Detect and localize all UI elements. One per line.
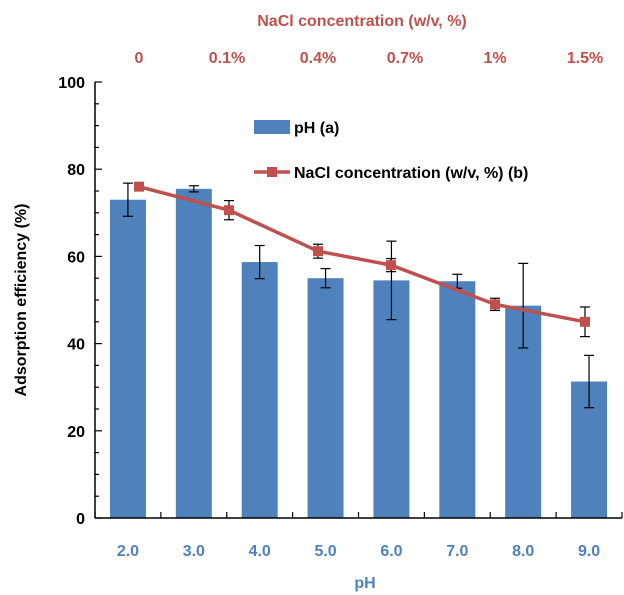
top-x-axis-title: NaCl concentration (w/v, %) <box>257 13 467 30</box>
line-point-marker <box>490 299 500 310</box>
y-tick-label: 40 <box>67 337 85 354</box>
x-tick-label: 7.0 <box>446 543 468 560</box>
x-tick-label: 5.0 <box>314 543 336 560</box>
bar <box>307 278 344 518</box>
bar <box>439 281 476 518</box>
bar <box>175 188 212 518</box>
x-axis-title: pH <box>354 575 375 592</box>
top-x-tick-label: 0 <box>135 50 144 67</box>
y-tick-label: 0 <box>76 511 85 528</box>
y-tick-label: 60 <box>67 249 85 266</box>
top-x-tick-label: 0.4% <box>300 50 336 67</box>
bar <box>109 199 146 518</box>
x-tick-label: 9.0 <box>578 543 600 560</box>
legend-label-line: NaCl concentration (w/v, %) (b) <box>294 165 528 182</box>
line-point-marker <box>224 205 234 216</box>
nacl-series-line <box>138 184 586 324</box>
line-point-marker <box>386 260 396 271</box>
line-point-marker <box>313 246 323 257</box>
legend-swatch-marker <box>267 167 277 177</box>
legend-label-bar: pH (a) <box>294 120 339 137</box>
x-tick-label: 8.0 <box>512 543 534 560</box>
y-axis-title: Adsorption efficiency (%) <box>13 204 30 397</box>
bars-layer <box>109 182 608 518</box>
x-tick-label: 4.0 <box>249 543 271 560</box>
axes-layer <box>94 81 623 519</box>
top-x-tick-label: 0.1% <box>209 50 245 67</box>
legend-swatch-bar <box>254 120 290 134</box>
x-tick-label: 2.0 <box>117 543 139 560</box>
x-tick-label: 6.0 <box>380 543 402 560</box>
legend: pH (a) NaCl concentration (w/v, %) (b) <box>254 120 528 182</box>
top-x-tick-label: 0.7% <box>387 50 423 67</box>
top-x-tick-label: 1.5% <box>567 50 603 67</box>
top-x-tick-label: 1% <box>483 50 506 67</box>
line-point-marker <box>580 316 590 327</box>
y-tick-label: 20 <box>67 424 85 441</box>
y-tick-label: 100 <box>58 75 85 92</box>
line-layer <box>134 181 590 338</box>
labels-layer: 0 20 40 60 80 100 2.0 3.0 4.0 5.0 6.0 7.0 8.0 9.0 0 0.1… <box>13 13 603 592</box>
y-tick-label: 80 <box>67 162 85 179</box>
line-point-marker <box>134 181 144 192</box>
x-tick-label: 3.0 <box>183 543 205 560</box>
bar <box>241 262 278 518</box>
